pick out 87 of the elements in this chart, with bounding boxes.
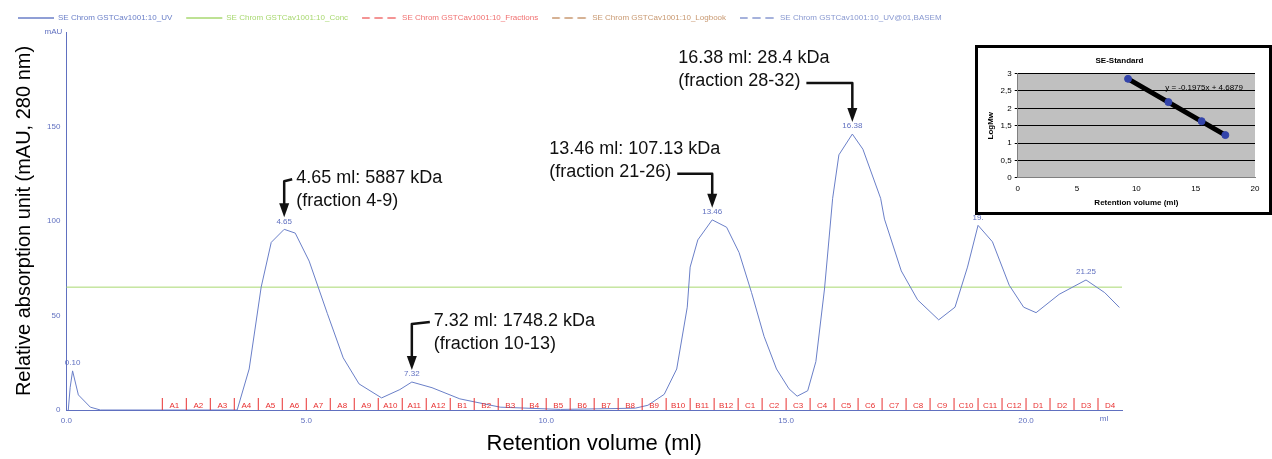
ref-line-label: C11 [983, 401, 998, 411]
ref-line-label: A3 [217, 401, 228, 411]
ref-line-label: A9 [361, 401, 372, 411]
y-axis-title: LogMw [986, 111, 995, 140]
y-tick-label: 1,5 [1000, 120, 1013, 130]
ref-line-label: B9 [649, 401, 660, 411]
point [1197, 117, 1206, 126]
ref-line-label: C2 [769, 401, 780, 411]
annotation: 4.65 [276, 216, 293, 226]
annotation: 13.46 [702, 207, 723, 217]
legend-label: SE Chrom GSTCav1001:10_Conc [226, 13, 349, 23]
x-tick-label: 5.0 [300, 416, 313, 425]
y-tick-label: 50 [51, 310, 61, 320]
ref-line-label: B12 [719, 401, 734, 411]
ref-line-label: B1 [457, 401, 468, 411]
ref-line-label: C4 [816, 401, 828, 411]
x-tick-label: 0 [1015, 183, 1021, 193]
annotation: 21.25 [1076, 267, 1097, 277]
y-tick-label: 3 [1007, 68, 1013, 78]
y-tick-label: 0,5 [1000, 155, 1013, 165]
ref-line-label: A11 [407, 401, 422, 411]
x-tick-label: 15.0 [778, 416, 795, 425]
x-tick-label: 15 [1191, 183, 1201, 193]
annotation: 19. [972, 212, 984, 222]
y-axis-title: Relative absorption unit (mAU, 280 nm) [11, 45, 34, 397]
ref-line-label: B8 [625, 401, 636, 411]
x-tick-label: 20 [1250, 183, 1260, 193]
ref-line-label: C8 [912, 401, 924, 411]
ref-line-label: B2 [481, 401, 492, 411]
ref-line-label: A7 [313, 401, 324, 411]
point [1164, 98, 1173, 107]
ref-line-label: A12 [431, 401, 446, 411]
legend-label: SE Chrom GSTCav1001:10_Fractions [402, 13, 539, 23]
annotation: 16.38 [842, 121, 863, 131]
ref-line-label: A1 [169, 401, 180, 411]
ref-line-label: A8 [337, 401, 348, 411]
ref-line-label: B6 [577, 401, 588, 411]
ref-line-label: C12 [1006, 401, 1022, 411]
ref-line-label: B5 [553, 401, 564, 411]
legend-label: SE Chrom GSTCav1001:10_UV [58, 13, 173, 23]
text: ml [1099, 414, 1109, 424]
ref-line-label: D3 [1080, 401, 1092, 411]
ref-line-label: A4 [241, 401, 252, 411]
y-tick-label: 0 [1007, 173, 1013, 182]
annotation: 13.46 ml: 107.13 kDa (fraction 21-26) [549, 137, 722, 181]
ref-line-label: C5 [840, 401, 852, 411]
ref-line-label: A5 [265, 401, 276, 411]
ref-line-label: A10 [383, 401, 398, 411]
legend-label: SE Chrom GSTCav1001:10_Logbook [592, 13, 728, 23]
y-tick-label: 2 [1007, 103, 1013, 113]
ref-line-label: C10 [958, 401, 974, 411]
y-tick-label: 0 [55, 405, 61, 415]
x-axis-title: Retention volume (ml) [486, 429, 702, 455]
annotation: 7.32 [404, 369, 421, 379]
text: mAU [44, 27, 63, 37]
annotation: 7.32 ml: 1748.2 kDa (fraction 10-13) [433, 310, 596, 353]
annotation: 4.65 ml: 5887 kDa (fraction 4-9) [296, 167, 444, 211]
annotation: y = -0,1975x + 4,6879 [1165, 82, 1244, 92]
x-tick-label: 10.0 [538, 416, 555, 425]
y-tick-label: 100 [46, 216, 61, 226]
ref-line-label: D1 [1032, 401, 1044, 411]
ref-line-label: D2 [1056, 401, 1068, 411]
ref-line-label: B7 [601, 401, 612, 411]
ref-line-label: B10 [671, 401, 686, 411]
y-tick-label: 1 [1007, 138, 1013, 148]
annotation: 16.38 ml: 28.4 kDa (fraction 28-32) [678, 47, 831, 91]
point [1124, 74, 1133, 83]
x-axis-title: Retention volume (ml) [1094, 198, 1179, 208]
y-tick-label: 2,5 [1000, 86, 1013, 96]
ref-line-label: A2 [193, 401, 204, 411]
ref-line-label: D4 [1104, 401, 1116, 411]
legend-label: SE Chrom GSTCav1001:10_UV@01,BASEM [780, 13, 942, 23]
ref-line-label: C1 [745, 401, 756, 411]
ref-line-label: C3 [792, 401, 804, 411]
x-tick-label: 20.0 [1018, 416, 1035, 425]
x-tick-label: 0.0 [60, 416, 73, 425]
chart-title: SE-Standard [1095, 56, 1144, 65]
x-tick-label: 10 [1131, 183, 1142, 193]
y-tick-label: 150 [46, 121, 61, 131]
ref-line-label: B11 [695, 401, 710, 411]
ref-line-label: C6 [864, 401, 876, 411]
ref-line-label: C9 [936, 401, 948, 411]
ref-line-label: C7 [888, 401, 900, 411]
ref-line-label: B4 [529, 401, 540, 411]
ref-line-label: A6 [289, 401, 300, 411]
x-tick-label: 5 [1074, 183, 1080, 193]
point [1221, 131, 1230, 140]
